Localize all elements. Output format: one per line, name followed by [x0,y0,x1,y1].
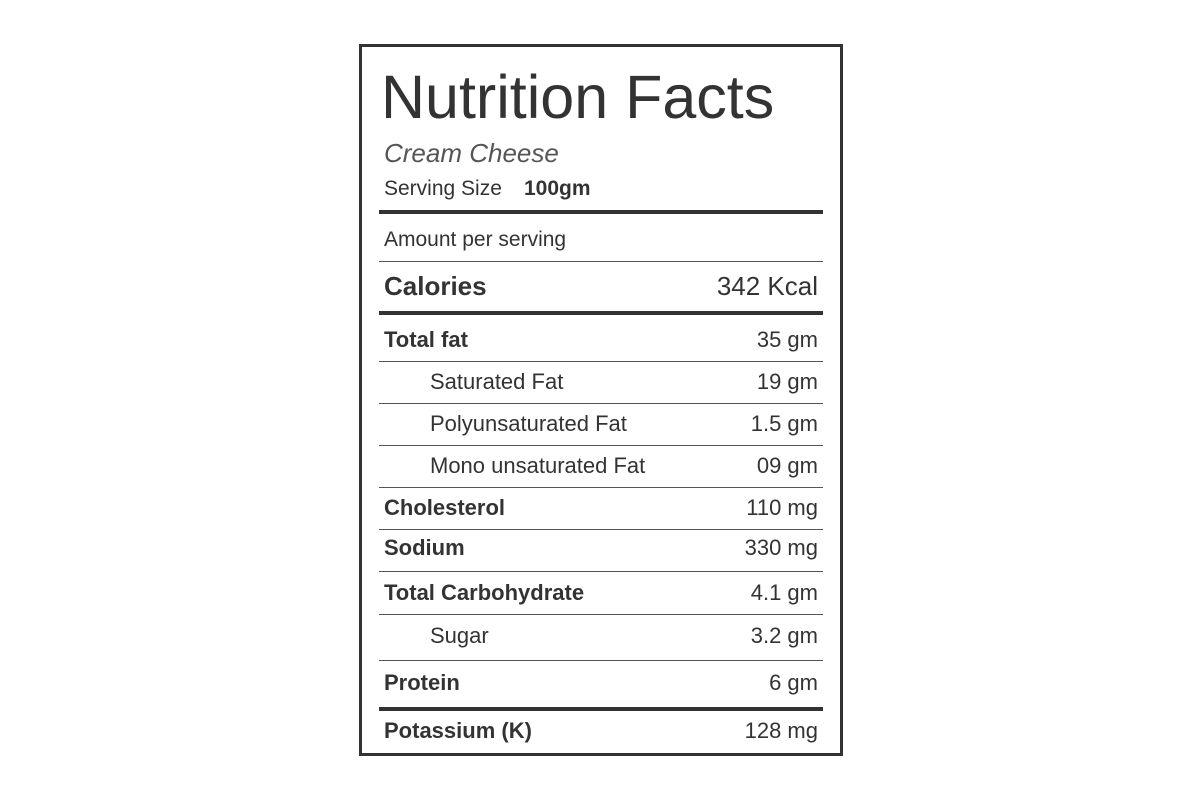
product-name: Cream Cheese [384,138,559,168]
nutrient-label: Total Carbohydrate [384,580,585,605]
nutrient-label: Saturated Fat [430,369,564,394]
nutrient-amount: 330 mg [744,535,818,560]
nutrient-amount: 3.2 gm [750,623,818,648]
nutrient-label: Cholesterol [384,495,506,520]
rule [379,571,823,572]
nutrient-amount: 4.1 gm [750,580,818,605]
amount-per-serving: Amount per serving [384,228,567,251]
rule [379,529,823,530]
serving-label: Serving Size [384,177,502,200]
nutrient-label: Sugar [430,623,489,648]
nutrition-label: Nutrition Facts Cream Cheese Serving Siz… [359,44,843,756]
rule [379,445,823,446]
serving-size: 100gm [524,177,591,200]
nutrient-label: Total fat [384,327,468,352]
calories-label: Calories [384,271,487,301]
nutrient-label: Sodium [384,535,465,560]
nutrient-label: Protein [384,670,460,695]
rule [379,361,823,362]
nutrient-label: Polyunsaturated Fat [430,411,627,436]
nutrient-label: Mono unsaturated Fat [430,453,646,478]
calories-amount: 342 Kcal [716,271,818,301]
title: Nutrition Facts [381,63,775,131]
nutrient-label: Potassium (K) [384,718,532,743]
rule [379,261,823,262]
nutrient-amount: 1.5 gm [750,411,818,436]
rule [379,210,823,214]
rule [379,660,823,661]
nutrient-amount: 110 mg [746,495,818,520]
rule [379,487,823,488]
nutrient-amount: 35 gm [756,327,818,352]
rule [379,311,823,315]
nutrient-amount: 19 gm [756,369,818,394]
rule [379,707,823,711]
rule [379,403,823,404]
rule [379,614,823,615]
nutrient-amount: 09 gm [756,453,818,478]
nutrient-amount: 6 gm [769,670,818,695]
nutrient-amount: 128 mg [744,718,818,743]
